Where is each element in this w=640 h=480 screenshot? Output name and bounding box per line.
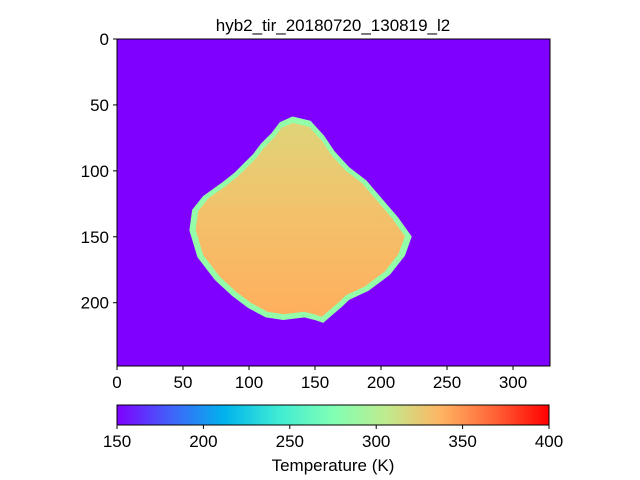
y-axis: 0 50 100 150 200 xyxy=(81,30,117,313)
x-tick-label: 0 xyxy=(112,373,121,392)
y-tick-label: 100 xyxy=(81,162,109,181)
chart-title: hyb2_tir_20180720_130819_l2 xyxy=(216,16,450,35)
colorbar-tick-label: 350 xyxy=(448,432,476,451)
x-tick-label: 200 xyxy=(367,373,395,392)
x-axis: 0 50 100 150 200 250 300 xyxy=(112,366,527,392)
y-tick-label: 50 xyxy=(90,96,109,115)
x-tick-label: 100 xyxy=(235,373,263,392)
x-tick-label: 150 xyxy=(301,373,329,392)
y-tick-label: 0 xyxy=(100,30,109,49)
x-tick-label: 300 xyxy=(499,373,527,392)
asteroid-body xyxy=(195,122,405,317)
plot-area xyxy=(116,38,551,367)
colorbar-tick-label: 250 xyxy=(276,432,304,451)
colorbar-label: Temperature (K) xyxy=(272,456,395,475)
colorbar-tick-label: 300 xyxy=(362,432,390,451)
colorbar: 150 200 250 300 350 400 Temperature (K) xyxy=(103,404,563,475)
colorbar-tick-label: 200 xyxy=(189,432,217,451)
y-tick-label: 150 xyxy=(81,228,109,247)
colorbar-gradient xyxy=(116,404,550,426)
plot-frame xyxy=(116,38,551,367)
x-tick-label: 250 xyxy=(433,373,461,392)
x-tick-label: 50 xyxy=(174,373,193,392)
colorbar-ticks: 150 200 250 300 350 400 xyxy=(103,425,563,451)
y-tick-label: 200 xyxy=(81,294,109,313)
colorbar-tick-label: 150 xyxy=(103,432,131,451)
colorbar-tick-label: 400 xyxy=(535,432,563,451)
